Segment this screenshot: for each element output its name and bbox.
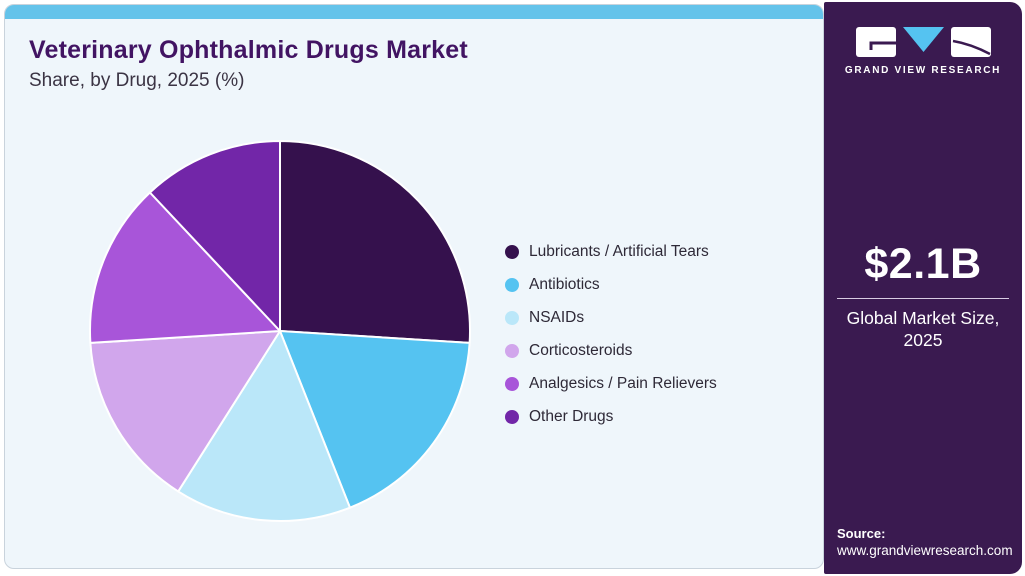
pie-chart-svg bbox=[88, 140, 472, 522]
market-size-block: $2.1B Global Market Size, 2025 bbox=[824, 240, 1022, 351]
market-size-caption: Global Market Size, 2025 bbox=[846, 308, 1000, 350]
legend-item: NSAIDs bbox=[505, 308, 717, 328]
legend-label: Analgesics / Pain Relievers bbox=[529, 375, 717, 392]
accent-topbar bbox=[5, 5, 823, 19]
legend-item: Analgesics / Pain Relievers bbox=[505, 374, 717, 394]
legend-label: NSAIDs bbox=[529, 309, 585, 326]
legend-swatch-icon bbox=[505, 311, 519, 325]
legend-swatch-icon bbox=[505, 377, 519, 391]
legend-swatch-icon bbox=[505, 344, 519, 358]
page-title: Veterinary Ophthalmic Drugs Market bbox=[29, 36, 468, 64]
logo-wordmark: GRAND VIEW RESEARCH bbox=[844, 65, 1002, 76]
source-url: www.grandviewresearch.com bbox=[837, 543, 1013, 558]
logo-r-icon bbox=[950, 27, 991, 57]
legend-swatch-icon bbox=[505, 410, 519, 424]
chart-header: Veterinary Ophthalmic Drugs Market Share… bbox=[5, 19, 823, 92]
legend-item: Antibiotics bbox=[505, 275, 717, 295]
legend-item: Corticosteroids bbox=[505, 341, 717, 361]
chart-panel: Veterinary Ophthalmic Drugs Market Share… bbox=[4, 4, 824, 569]
legend-item: Lubricants / Artificial Tears bbox=[505, 242, 717, 262]
legend-label: Antibiotics bbox=[529, 276, 600, 293]
pie-slice bbox=[89, 330, 281, 493]
source-label: Source: bbox=[837, 526, 886, 541]
pie-chart bbox=[86, 137, 474, 525]
legend-swatch-icon bbox=[505, 245, 519, 259]
source-block: Source: www.grandviewresearch.com bbox=[837, 525, 1013, 559]
pie-slice bbox=[279, 140, 472, 344]
legend-swatch-icon bbox=[505, 278, 519, 292]
sidebar: GRAND VIEW RESEARCH $2.1B Global Market … bbox=[824, 2, 1022, 574]
pie-slice bbox=[279, 330, 471, 509]
chart-legend: Lubricants / Artificial Tears Antibiotic… bbox=[505, 242, 717, 427]
legend-label: Corticosteroids bbox=[529, 342, 633, 359]
pie-slice bbox=[88, 191, 281, 344]
legend-label: Lubricants / Artificial Tears bbox=[529, 243, 709, 260]
legend-label: Other Drugs bbox=[529, 408, 614, 425]
logo-g-icon bbox=[855, 27, 896, 57]
pie-slice bbox=[148, 140, 281, 332]
page-subtitle: Share, by Drug, 2025 (%) bbox=[29, 70, 245, 91]
grand-view-research-logo bbox=[824, 27, 1022, 57]
divider bbox=[837, 298, 1009, 299]
logo-v-icon bbox=[902, 27, 944, 52]
market-size-value: $2.1B bbox=[864, 240, 982, 288]
pie-slice bbox=[177, 330, 351, 522]
legend-item: Other Drugs bbox=[505, 407, 717, 427]
